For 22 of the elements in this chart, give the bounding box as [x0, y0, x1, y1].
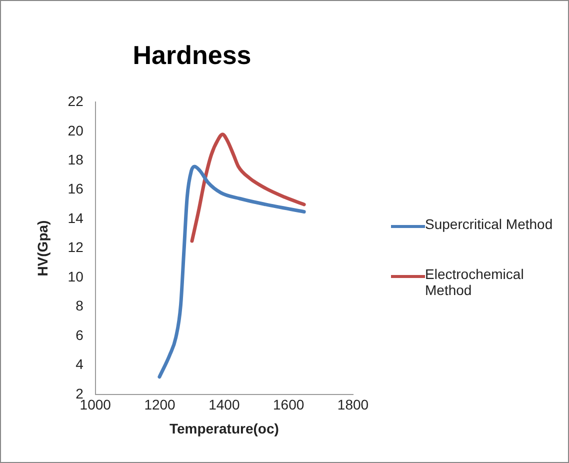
y-tick-label: 8 — [76, 298, 84, 314]
x-axis-title: Temperature(oc) — [169, 420, 279, 436]
y-tick-label: 12 — [68, 239, 84, 256]
x-tick-label: 1600 — [273, 396, 304, 413]
y-tick-label: 22 — [68, 93, 84, 110]
y-tick-label: 20 — [68, 122, 84, 138]
y-tick-label: 14 — [68, 210, 84, 226]
y-tick-label: 4 — [76, 356, 84, 372]
y-tick-label: 6 — [76, 326, 84, 343]
legend-label: Electrochemical Method — [425, 266, 525, 298]
x-tick-label: 1200 — [144, 396, 176, 413]
x-tick-label: 1400 — [208, 396, 240, 413]
legend-label: Supercritical Method — [425, 216, 553, 232]
line-series — [190, 132, 306, 243]
y-tick-label: 18 — [68, 152, 84, 168]
x-tick-label: 1000 — [80, 396, 112, 413]
y-tick-label: 10 — [68, 268, 84, 284]
y-axis-title: HV(Gpa) — [34, 220, 50, 276]
line-series — [158, 164, 306, 379]
chart-title: Hardness — [132, 40, 252, 70]
y-tick-label: 16 — [68, 180, 84, 197]
x-tick-label: 1800 — [337, 396, 369, 413]
